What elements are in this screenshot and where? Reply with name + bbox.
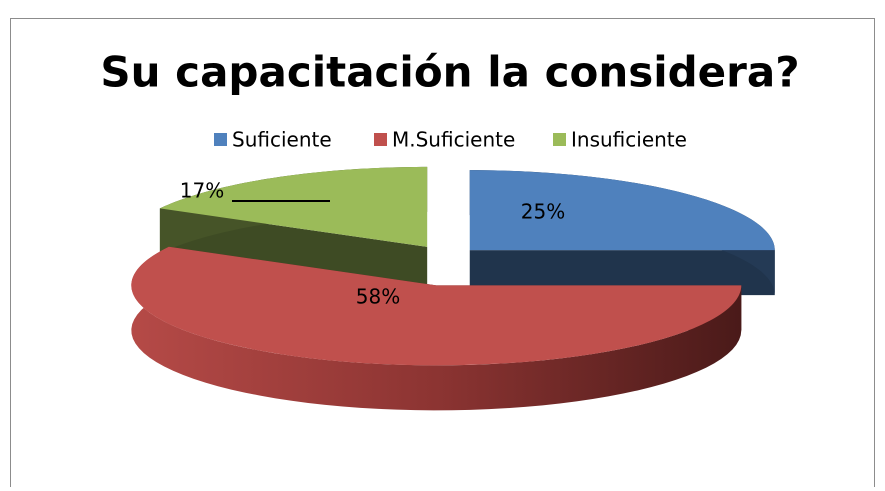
slice-side <box>469 250 775 296</box>
legend-swatch <box>374 133 387 146</box>
legend-label: M.Suficiente <box>392 128 515 152</box>
legend-swatch <box>553 133 566 146</box>
slice-side <box>131 246 742 411</box>
data-label: 58% <box>356 285 400 309</box>
slice <box>131 246 742 366</box>
legend-swatch <box>214 133 227 146</box>
data-label: 25% <box>521 200 565 224</box>
legend-label: Suficiente <box>232 128 332 152</box>
slice <box>469 170 775 251</box>
data-label: 17% <box>180 179 224 203</box>
legend-label: Insuficiente <box>571 128 687 152</box>
slice <box>159 166 428 247</box>
chart-title: Su capacitación la considera? <box>100 48 799 97</box>
